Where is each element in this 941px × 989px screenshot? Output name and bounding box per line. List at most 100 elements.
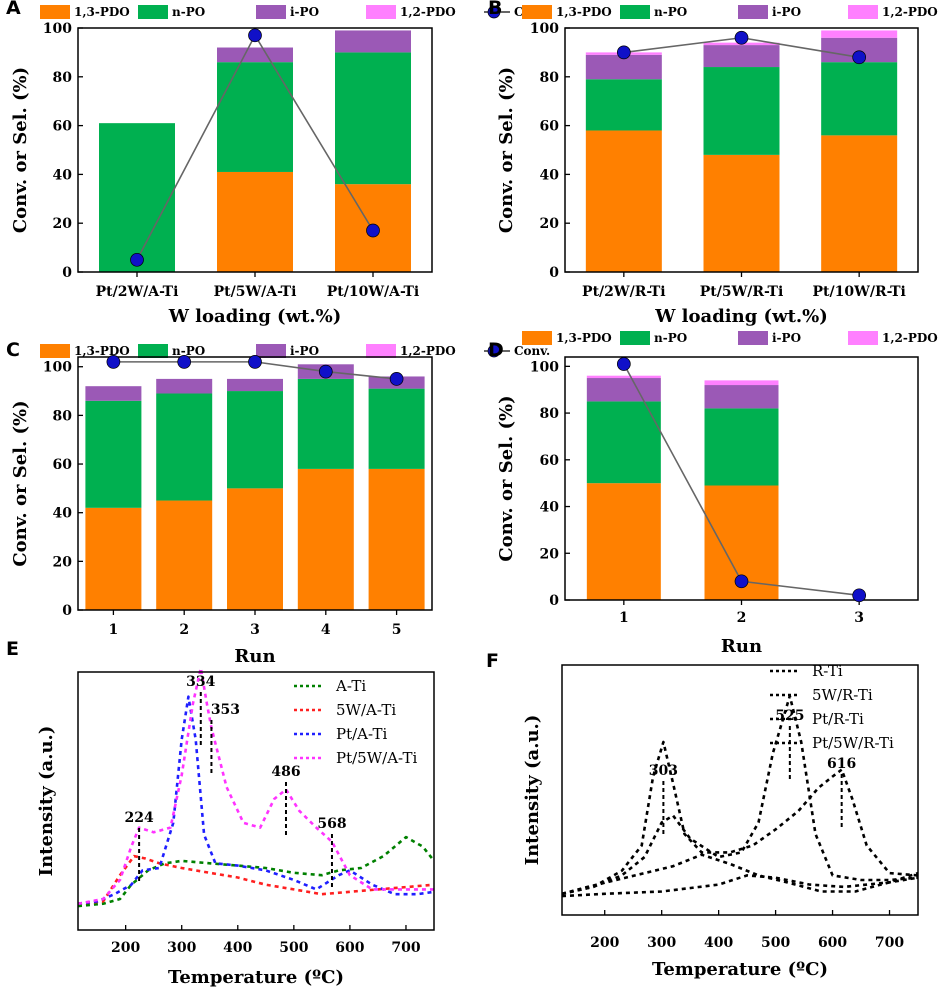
legend-conv-marker: [487, 5, 501, 19]
legend-label-R-Ti: R-Ti: [812, 662, 843, 680]
legend-label-5W/R-Ti: 5W/R-Ti: [812, 686, 873, 704]
legend-label-conv: Conv.: [514, 344, 550, 358]
y-axis-label: Intensity (a.u.): [522, 715, 543, 866]
x-tick-label: 400: [704, 935, 733, 951]
bar-n-PO-Pt/10W/A-Ti: [335, 52, 411, 185]
conversion-point-3: [248, 355, 262, 369]
legend-swatch-1,3-PDO: [40, 5, 70, 19]
x-tick-label: 500: [279, 940, 308, 956]
x-tick-label: 300: [647, 935, 676, 951]
bar-1,3-PDO-5: [368, 468, 425, 610]
legend-swatch-1,2-PDO: [848, 5, 878, 19]
bar-n-PO-Pt/2W/A-Ti: [99, 123, 175, 272]
y-tick-label: 100: [43, 21, 72, 37]
legend-swatch-1,3-PDO: [522, 331, 552, 345]
panel-letter-B: B: [488, 0, 502, 19]
x-tick-label: 2: [179, 622, 189, 638]
bar-i-PO-2: [156, 378, 213, 394]
panel-B: B1,3-PDOn-POi-PO1,2-PDOConv.020406080100…: [488, 0, 938, 327]
x-tick-label: Pt/2W/A-Ti: [96, 284, 179, 300]
conversion-point-1: [616, 357, 631, 371]
x-tick-label: 700: [391, 940, 420, 956]
conversion-point-5: [389, 372, 404, 386]
legend-swatch-i-PO: [738, 5, 768, 19]
conversion-point-Pt/5W/A-Ti: [248, 28, 262, 43]
panel-letter-F: F: [486, 650, 499, 672]
panel-letter-A: A: [6, 0, 21, 19]
conversion-point-3: [852, 588, 867, 603]
bar-n-PO-Pt/5W/A-Ti: [217, 62, 293, 172]
series-group: [562, 694, 918, 898]
series-line-R-Ti: [562, 853, 918, 896]
y-axis-label: Conv. or Sel. (%): [10, 400, 31, 566]
x-tick-label: 200: [111, 940, 140, 956]
y-tick-label: 60: [53, 119, 73, 135]
bar-1,3-PDO-Pt/5W/R-Ti: [703, 154, 780, 272]
legend-swatch-n-PO: [620, 5, 650, 19]
y-tick-label: 40: [540, 167, 560, 183]
y-tick-label: 100: [530, 21, 559, 37]
y-tick-label: 0: [549, 265, 559, 281]
legend-label-1,2-PDO: 1,2-PDO: [400, 344, 456, 358]
y-tick-label: 100: [530, 359, 559, 375]
bar-i-PO-1: [586, 378, 661, 402]
x-tick-label: Pt/10W/A-Ti: [327, 284, 420, 300]
bar-1,3-PDO-1: [85, 507, 142, 610]
series-line-Pt/5W/R-Ti: [562, 694, 918, 896]
x-tick-label: Pt/2W/R-Ti: [582, 284, 666, 300]
series-line-Pt/5W/A-Ti: [78, 666, 434, 905]
legend-swatch-i-PO: [256, 344, 286, 358]
legend-label-Pt/A-Ti: Pt/A-Ti: [336, 725, 388, 743]
x-axis-label: W loading (wt.%): [654, 306, 828, 327]
x-axis-label: Run: [234, 646, 275, 667]
legend-swatch-n-PO: [138, 5, 168, 19]
x-tick-label: Pt/5W/R-Ti: [700, 284, 784, 300]
y-tick-label: 20: [540, 216, 560, 232]
bar-1,2-PDO-2: [704, 380, 779, 386]
y-axis-label: Intensity (a.u.): [36, 726, 57, 877]
x-tick-label: Pt/10W/R-Ti: [813, 284, 906, 300]
panel-F: F 200 300 400 500 600 700 303 525 616 R-Ti 5W/R-Ti P…: [486, 650, 919, 980]
conversion-point-4: [318, 364, 333, 379]
bar-1,2-PDO-Pt/10W/R-Ti: [821, 30, 898, 38]
legend-label-n-PO: n-PO: [172, 344, 205, 358]
series-line-Pt/A-Ti: [78, 695, 434, 905]
x-tick-label: 600: [818, 935, 847, 951]
x-tick-label: 300: [167, 940, 196, 956]
conversion-point-Pt/10W/R-Ti: [852, 50, 867, 65]
legend-label-i-PO: i-PO: [290, 344, 319, 358]
series-line-Pt/R-Ti: [562, 740, 918, 896]
y-tick-label: 40: [53, 506, 73, 522]
bar-i-PO-3: [227, 378, 283, 392]
legend-label-Pt/5W/A-Ti: Pt/5W/A-Ti: [336, 749, 418, 767]
x-tick-label: 700: [875, 935, 904, 951]
legend-swatch-i-PO: [738, 331, 768, 345]
x-tick-label: 600: [335, 940, 364, 956]
legend-label-n-PO: n-PO: [654, 331, 687, 345]
series-line-5W/A-Ti: [78, 854, 434, 905]
y-tick-label: 100: [43, 360, 72, 376]
x-axis-label: Temperature (ºC): [168, 967, 344, 988]
legend-label-i-PO: i-PO: [772, 331, 801, 345]
y-tick-label: 80: [540, 406, 560, 422]
legend-label-n-PO: n-PO: [172, 5, 205, 19]
legend-label-1,2-PDO: 1,2-PDO: [882, 331, 938, 345]
x-axis-label: W loading (wt.%): [168, 306, 342, 327]
legend-swatch-i-PO: [256, 5, 286, 19]
x-tick-label: 1: [109, 622, 119, 638]
panel-letter-E: E: [6, 638, 19, 660]
x-axis-label: Temperature (ºC): [652, 959, 828, 980]
bar-i-PO-2: [704, 385, 779, 409]
legend-swatch-1,3-PDO: [522, 5, 552, 19]
legend-swatch-1,2-PDO: [366, 5, 396, 19]
legend-label-5W/A-Ti: 5W/A-Ti: [336, 701, 396, 719]
panel-D: D 1,3-PDO n-PO i-PO 1,2-PDO Conv. 0 20 40 60 80 100…: [488, 331, 938, 657]
y-tick-label: 60: [53, 457, 73, 473]
conversion-point-Pt/2W/A-Ti: [130, 252, 144, 267]
panel-letter-C: C: [6, 339, 20, 361]
bar-1,3-PDO-3: [227, 488, 283, 610]
series-line-A-Ti: [78, 835, 434, 908]
